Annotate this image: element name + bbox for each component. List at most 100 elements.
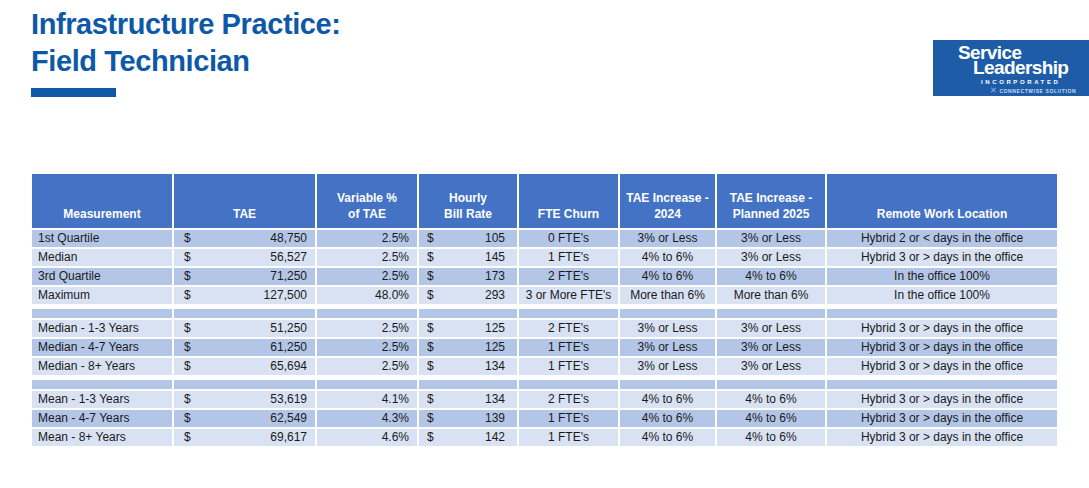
remote-work-cell: Hybrid 3 or > days in the office (826, 428, 1058, 447)
table-row: Maximum$127,50048.0%$2933 or More FTE'sM… (31, 286, 1058, 305)
tae-cell: $127,500 (173, 286, 316, 305)
remote-work-cell: Hybrid 3 or > days in the office (826, 409, 1058, 428)
header-tae-increase-2024: TAE Increase - 2024 (619, 173, 716, 229)
currency-symbol: $ (427, 249, 434, 266)
currency-symbol: $ (184, 268, 191, 285)
bill-rate-value: 125 (485, 339, 505, 356)
bill-rate-cell: $105 (418, 229, 518, 248)
bill-rate-cell: $173 (418, 267, 518, 286)
header-hourly-bill-rate: Hourly Bill Rate (418, 173, 518, 229)
bill-rate-cell: $145 (418, 248, 518, 267)
tae-increase-planned-2025-cell: 3% or Less (716, 248, 826, 267)
variable-pct-cell: 2.5% (316, 248, 418, 267)
header-row: Measurement TAE Variable % of TAE Hourly… (31, 173, 1058, 229)
currency-symbol: $ (427, 410, 434, 427)
table-row: 3rd Quartile$71,2502.5%$1732 FTE's4% to … (31, 267, 1058, 286)
measurement-cell: 3rd Quartile (31, 267, 173, 286)
tae-increase-planned-2025-cell: More than 6% (716, 286, 826, 305)
tae-value: 61,250 (270, 339, 307, 356)
fte-churn-cell: 3 or More FTE's (518, 286, 619, 305)
measurement-cell: Median - 8+ Years (31, 357, 173, 376)
measurement-cell: Mean - 8+ Years (31, 428, 173, 447)
measurement-cell: Median - 4-7 Years (31, 338, 173, 357)
remote-work-cell: Hybrid 2 or < days in the office (826, 229, 1058, 248)
benchmark-table-body: 1st Quartile$48,7502.5%$1050 FTE's3% or … (31, 229, 1058, 447)
tae-cell: $48,750 (173, 229, 316, 248)
bill-rate-cell: $125 (418, 338, 518, 357)
header-variable-pct: Variable % of TAE (316, 173, 418, 229)
benchmark-table: Measurement TAE Variable % of TAE Hourly… (30, 172, 1059, 448)
bill-rate-cell: $293 (418, 286, 518, 305)
currency-symbol: $ (427, 287, 434, 304)
tae-cell: $51,250 (173, 319, 316, 338)
bill-rate-cell: $142 (418, 428, 518, 447)
measurement-cell: Maximum (31, 286, 173, 305)
tae-increase-2024-cell: 3% or Less (619, 319, 716, 338)
page-title-line2: Field Technician (31, 43, 341, 80)
bill-rate-cell: $134 (418, 390, 518, 409)
connectwise-icon: ⤫ (991, 87, 996, 94)
tae-cell: $71,250 (173, 267, 316, 286)
currency-symbol: $ (427, 339, 434, 356)
spacer-blue-cell (716, 379, 826, 390)
tae-increase-planned-2025-cell: 4% to 6% (716, 390, 826, 409)
tae-cell: $56,527 (173, 248, 316, 267)
tae-value: 48,750 (270, 230, 307, 247)
connectwise-label: CONNECTWISE SOLUTION (999, 88, 1076, 94)
spacer-blue-cell (173, 379, 316, 390)
currency-symbol: $ (184, 391, 191, 408)
table-row: Median - 4-7 Years$61,2502.5%$1251 FTE's… (31, 338, 1058, 357)
table-row: Mean - 1-3 Years$53,6194.1%$1342 FTE's4%… (31, 390, 1058, 409)
tae-value: 62,549 (270, 410, 307, 427)
spacer-row-blue (31, 379, 1058, 390)
tae-increase-planned-2025-cell: 4% to 6% (716, 428, 826, 447)
header-measurement: Measurement (31, 173, 173, 229)
page-title-line1: Infrastructure Practice: (31, 6, 341, 43)
currency-symbol: $ (184, 410, 191, 427)
currency-symbol: $ (184, 249, 191, 266)
bill-rate-value: 142 (485, 429, 505, 446)
spacer-blue-cell (316, 379, 418, 390)
fte-churn-cell: 1 FTE's (518, 338, 619, 357)
currency-symbol: $ (184, 358, 191, 375)
tae-cell: $65,694 (173, 357, 316, 376)
spacer-blue-cell (31, 308, 173, 319)
currency-symbol: $ (184, 230, 191, 247)
tae-increase-2024-cell: 4% to 6% (619, 409, 716, 428)
spacer-blue-cell (826, 308, 1058, 319)
table-row: Mean - 4-7 Years$62,5494.3%$1391 FTE's4%… (31, 409, 1058, 428)
header-tae-increase-2025: TAE Increase - Planned 2025 (716, 173, 826, 229)
table-row: Median - 1-3 Years$51,2502.5%$1252 FTE's… (31, 319, 1058, 338)
tae-value: 69,617 (270, 429, 307, 446)
spacer-blue-cell (619, 308, 716, 319)
title-underline-bar (31, 88, 116, 97)
spacer-row-blue (31, 308, 1058, 319)
spacer-blue-cell (716, 308, 826, 319)
spacer-blue-cell (619, 379, 716, 390)
spacer-blue-cell (418, 379, 518, 390)
page-title: Infrastructure Practice: Field Technicia… (31, 6, 341, 80)
variable-pct-cell: 2.5% (316, 338, 418, 357)
tae-cell: $61,250 (173, 338, 316, 357)
measurement-cell: Median - 1-3 Years (31, 319, 173, 338)
table-row: 1st Quartile$48,7502.5%$1050 FTE's3% or … (31, 229, 1058, 248)
bill-rate-cell: $134 (418, 357, 518, 376)
fte-churn-cell: 1 FTE's (518, 248, 619, 267)
logo-word-leadership: Leadership (973, 57, 1068, 79)
variable-pct-cell: 2.5% (316, 319, 418, 338)
spacer-blue-cell (826, 379, 1058, 390)
bill-rate-value: 173 (485, 268, 505, 285)
tae-increase-planned-2025-cell: 4% to 6% (716, 409, 826, 428)
spacer-blue-cell (316, 308, 418, 319)
header-tae: TAE (173, 173, 316, 229)
tae-increase-planned-2025-cell: 3% or Less (716, 338, 826, 357)
table-header: Measurement TAE Variable % of TAE Hourly… (31, 173, 1058, 229)
remote-work-cell: Hybrid 3 or > days in the office (826, 248, 1058, 267)
measurement-cell: 1st Quartile (31, 229, 173, 248)
tae-increase-2024-cell: More than 6% (619, 286, 716, 305)
tae-value: 51,250 (270, 320, 307, 337)
bill-rate-value: 134 (485, 358, 505, 375)
currency-symbol: $ (184, 429, 191, 446)
fte-churn-cell: 0 FTE's (518, 229, 619, 248)
tae-value: 65,694 (270, 358, 307, 375)
